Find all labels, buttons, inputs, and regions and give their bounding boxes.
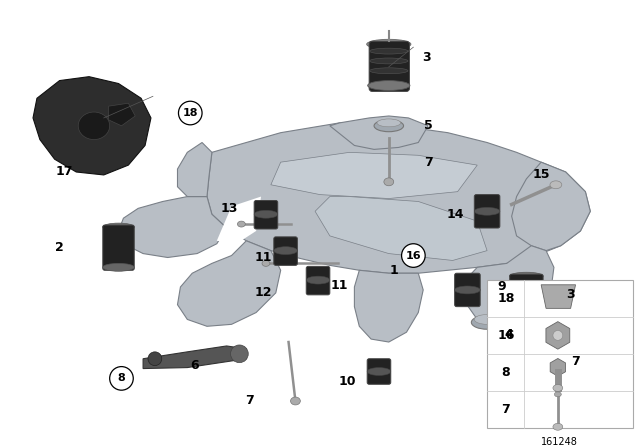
Ellipse shape (471, 315, 503, 329)
Text: 7: 7 (424, 155, 433, 168)
Circle shape (401, 244, 425, 267)
Ellipse shape (553, 423, 563, 430)
FancyBboxPatch shape (509, 274, 543, 319)
Ellipse shape (367, 81, 410, 90)
FancyBboxPatch shape (474, 194, 500, 228)
Ellipse shape (553, 384, 563, 392)
Circle shape (230, 345, 248, 363)
Text: 13: 13 (221, 202, 238, 215)
Circle shape (179, 101, 202, 125)
Text: 7: 7 (571, 355, 580, 368)
Text: 11: 11 (254, 251, 272, 264)
Text: 5: 5 (424, 119, 433, 132)
FancyBboxPatch shape (307, 267, 330, 295)
Ellipse shape (262, 260, 270, 267)
FancyBboxPatch shape (274, 237, 298, 265)
Text: 1: 1 (389, 264, 398, 277)
FancyBboxPatch shape (369, 41, 410, 91)
Ellipse shape (550, 181, 562, 189)
Text: 10: 10 (339, 375, 356, 388)
Text: 16: 16 (497, 329, 515, 342)
Text: 8: 8 (502, 366, 510, 379)
Ellipse shape (291, 397, 300, 405)
Text: 161248: 161248 (541, 437, 579, 448)
Ellipse shape (384, 178, 394, 186)
Polygon shape (109, 103, 135, 126)
Polygon shape (541, 285, 575, 308)
Text: 18: 18 (497, 292, 515, 305)
Polygon shape (330, 116, 428, 149)
Ellipse shape (367, 39, 411, 49)
Text: 7: 7 (501, 403, 510, 416)
FancyBboxPatch shape (454, 273, 480, 306)
Polygon shape (177, 142, 212, 197)
Circle shape (553, 331, 563, 340)
Text: 15: 15 (532, 168, 550, 181)
FancyBboxPatch shape (367, 359, 391, 384)
Text: 16: 16 (406, 250, 421, 261)
Text: 9: 9 (497, 280, 506, 293)
Text: 7: 7 (245, 395, 253, 408)
Ellipse shape (454, 286, 480, 294)
FancyBboxPatch shape (487, 280, 632, 427)
Ellipse shape (103, 263, 134, 271)
Ellipse shape (370, 48, 408, 54)
Text: 18: 18 (182, 108, 198, 118)
Ellipse shape (274, 247, 298, 254)
Polygon shape (217, 197, 261, 244)
Polygon shape (207, 123, 590, 273)
Polygon shape (143, 346, 246, 369)
Text: 14: 14 (447, 208, 465, 221)
Polygon shape (271, 152, 477, 198)
Ellipse shape (474, 314, 500, 324)
Text: 6: 6 (190, 359, 198, 372)
Polygon shape (463, 246, 554, 326)
Circle shape (148, 352, 162, 366)
Polygon shape (315, 197, 487, 260)
Ellipse shape (254, 210, 278, 218)
Polygon shape (118, 197, 227, 258)
Text: 17: 17 (56, 165, 73, 178)
Polygon shape (177, 241, 281, 326)
Circle shape (109, 366, 133, 390)
Ellipse shape (370, 68, 408, 74)
Ellipse shape (509, 272, 543, 280)
Text: 4: 4 (504, 327, 513, 340)
Ellipse shape (374, 120, 404, 132)
Text: 11: 11 (331, 279, 348, 292)
Ellipse shape (237, 221, 245, 227)
Polygon shape (355, 270, 423, 342)
FancyBboxPatch shape (103, 225, 134, 270)
Text: 2: 2 (55, 241, 64, 254)
Text: 3: 3 (566, 289, 575, 302)
Ellipse shape (78, 112, 109, 140)
Ellipse shape (370, 58, 408, 64)
Polygon shape (33, 77, 151, 175)
Text: 3: 3 (422, 51, 431, 64)
Ellipse shape (367, 367, 391, 375)
Ellipse shape (307, 276, 330, 284)
FancyBboxPatch shape (254, 201, 278, 229)
Ellipse shape (103, 223, 134, 231)
Ellipse shape (377, 119, 401, 127)
Ellipse shape (474, 207, 500, 215)
Polygon shape (511, 162, 590, 250)
Text: 12: 12 (254, 286, 272, 299)
Ellipse shape (509, 313, 543, 320)
Ellipse shape (554, 392, 561, 397)
Text: 8: 8 (118, 373, 125, 383)
